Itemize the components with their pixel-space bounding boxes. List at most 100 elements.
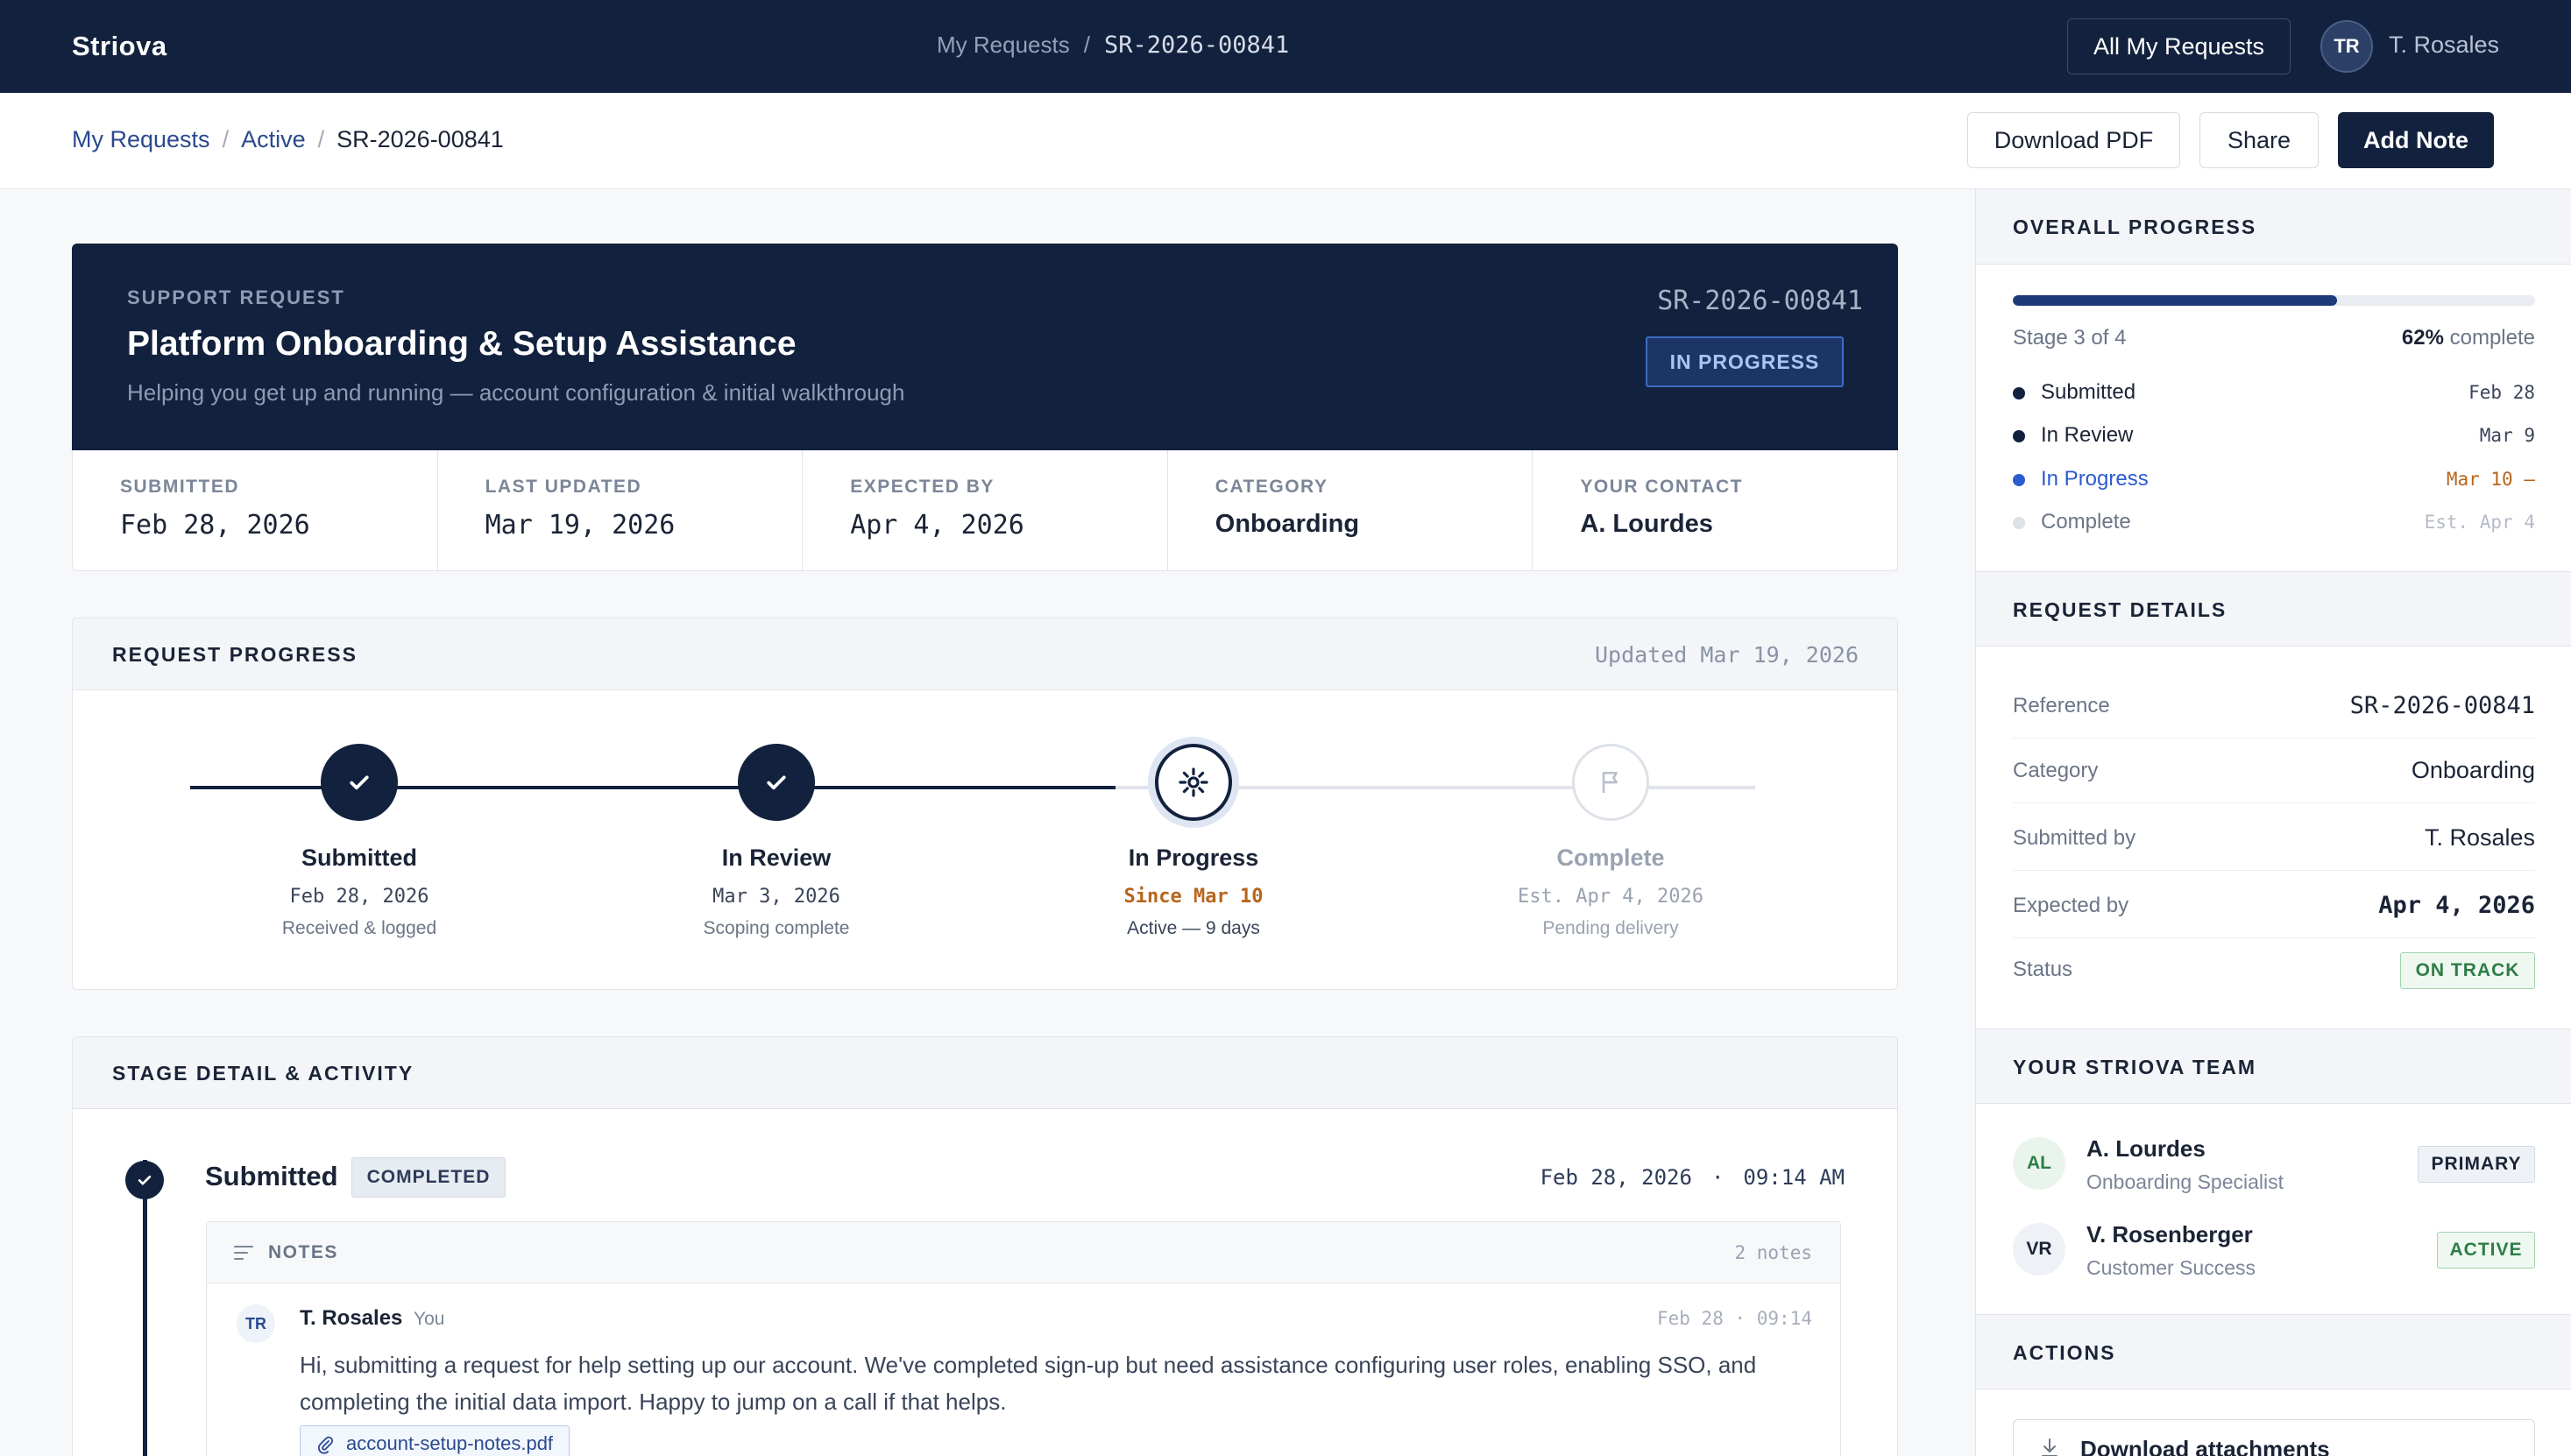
notes-panel: NOTES 2 notes TR T. Rosales You Feb 28 ·… xyxy=(206,1221,1841,1456)
check-icon xyxy=(138,1175,152,1185)
activity-timestamp: Feb 28, 2026 · 09:14 AM xyxy=(1540,1165,1845,1190)
overall-stage-submitted: Submitted Feb 28 xyxy=(2013,380,2535,410)
detail-key: Expected by xyxy=(2013,894,2129,917)
stage-date: Mar 3, 2026 xyxy=(712,886,840,908)
section-header: OVERALL PROGRESS xyxy=(1976,189,2571,265)
request-subtitle: Helping you get up and running — account… xyxy=(127,379,905,406)
user-name[interactable]: T. Rosales xyxy=(2389,32,2500,58)
fact-label: LAST UPDATED xyxy=(485,477,642,497)
request-facts: SUBMITTED Feb 28, 2026 LAST UPDATED Mar … xyxy=(72,450,1898,571)
member-avatar: VR xyxy=(2013,1223,2065,1276)
download-pdf-button[interactable]: Download PDF xyxy=(1967,112,2180,168)
sub-header: My Requests / Active / SR-2026-00841 Downloa… xyxy=(0,93,2571,189)
member-name: A. Lourdes xyxy=(2086,1135,2206,1162)
stage-date: Feb 28, 2026 xyxy=(289,886,429,908)
top-breadcrumb-root[interactable]: My Requests xyxy=(937,32,1070,58)
add-note-button[interactable]: Add Note xyxy=(2338,112,2494,168)
breadcrumb-separator: / xyxy=(1083,32,1090,58)
detail-key: Reference xyxy=(2013,694,2110,717)
attachment-chip[interactable]: account-setup-notes.pdf xyxy=(300,1425,570,1456)
note-avatar: TR xyxy=(237,1304,275,1343)
overall-progress-fill xyxy=(2013,295,2337,306)
stage-name: Complete xyxy=(2041,510,2131,534)
detail-row-status: Status ON TRACK xyxy=(2013,937,2535,1002)
team-member-success[interactable]: VR V. Rosenberger Customer Success ACTIV… xyxy=(2013,1221,2535,1291)
detail-key: Category xyxy=(2013,759,2099,782)
stage-dot xyxy=(2013,387,2025,399)
activity-stage-title: Submitted xyxy=(205,1161,338,1191)
brand-logo[interactable]: Striova xyxy=(72,31,167,61)
detail-key: Submitted by xyxy=(2013,826,2136,850)
flag-icon xyxy=(1602,772,1618,793)
note-timestamp: Feb 28 · 09:14 xyxy=(1656,1308,1812,1329)
team-member-primary[interactable]: AL A. Lourdes Onboarding Specialist PRIM… xyxy=(2013,1135,2535,1205)
stage-count-text: Stage 3 of 4 xyxy=(2013,326,2127,350)
note-body: Hi, submitting a request for help settin… xyxy=(300,1346,1756,1420)
user-avatar[interactable]: TR xyxy=(2320,20,2373,73)
breadcrumb-current: SR-2026-00841 xyxy=(336,126,504,152)
stage-submitted: Submitted Feb 28, 2026 Received & logged xyxy=(202,845,517,939)
section-header: ACTIONS xyxy=(1976,1314,2571,1389)
download-attachments-button[interactable]: Download attachments xyxy=(2013,1419,2535,1456)
completed-badge: COMPLETED xyxy=(351,1157,506,1198)
active-badge: ACTIVE xyxy=(2437,1232,2535,1269)
stage-name: In Progress xyxy=(2041,467,2149,491)
notes-header: NOTES 2 notes xyxy=(207,1222,1840,1283)
hero-eyebrow: SUPPORT REQUEST xyxy=(127,286,345,308)
sidebar: OVERALL PROGRESS Stage 3 of 4 62% comple… xyxy=(1975,189,2571,1456)
share-button[interactable]: Share xyxy=(2199,112,2319,168)
download-attachments-label: Download attachments xyxy=(2080,1436,2330,1456)
stage-subtext: Scoping complete xyxy=(703,918,850,938)
section-title: ACTIONS xyxy=(2013,1341,2116,1364)
detail-value: T. Rosales xyxy=(2424,824,2535,851)
all-requests-button[interactable]: All My Requests xyxy=(2067,18,2291,74)
member-role: Customer Success xyxy=(2086,1256,2256,1279)
detail-row-category: Category Onboarding xyxy=(2013,738,2535,803)
list-icon xyxy=(234,1246,253,1260)
progress-summary: Stage 3 of 4 62% complete xyxy=(2013,326,2535,352)
status-badge: IN PROGRESS xyxy=(1646,336,1844,387)
stage-dot xyxy=(2013,517,2025,529)
stage-date: Est. Apr 4, 2026 xyxy=(1518,886,1703,908)
fact-last-updated: LAST UPDATED Mar 19, 2026 xyxy=(438,450,804,570)
timestamp-separator: · xyxy=(1710,1165,1725,1190)
stage-node-complete xyxy=(1572,744,1649,821)
detail-row-expected-by: Expected by Apr 4, 2026 xyxy=(2013,873,2535,938)
card-header: STAGE DETAIL & ACTIVITY xyxy=(73,1037,1897,1109)
fact-label: CATEGORY xyxy=(1215,477,1328,497)
primary-badge: PRIMARY xyxy=(2418,1146,2535,1183)
breadcrumb-my-requests[interactable]: My Requests xyxy=(72,126,210,152)
stage-dot xyxy=(2013,430,2025,442)
stage-complete: Complete Est. Apr 4, 2026 Pending delive… xyxy=(1453,845,1768,939)
fact-expected-by: EXPECTED BY Apr 4, 2026 xyxy=(803,450,1168,570)
detail-value: Apr 4, 2026 xyxy=(2378,892,2535,919)
fact-value: Apr 4, 2026 xyxy=(850,510,1024,541)
request-progress-card: REQUEST PROGRESS Updated Mar 19, 2026 Su… xyxy=(72,618,1898,990)
fact-value: A. Lourdes xyxy=(1580,510,1713,538)
stage-node-in-review xyxy=(738,744,815,821)
stage-subtext: Received & logged xyxy=(281,918,437,938)
fact-category: CATEGORY Onboarding xyxy=(1168,450,1533,570)
member-name: V. Rosenberger xyxy=(2086,1221,2253,1247)
fact-value: Mar 19, 2026 xyxy=(485,510,676,541)
percent-complete: 62% complete xyxy=(2402,326,2535,350)
fact-value: Feb 28, 2026 xyxy=(120,510,310,541)
detail-row-reference: Reference SR-2026-00841 xyxy=(2013,673,2535,739)
top-bar: Striova My Requests / SR-2026-00841 All My… xyxy=(0,0,2571,93)
stage-dot xyxy=(2013,474,2025,486)
card-title: STAGE DETAIL & ACTIVITY xyxy=(112,1062,414,1085)
request-reference: SR-2026-00841 xyxy=(1657,286,1863,316)
request-hero: SUPPORT REQUEST Platform Onboarding & Se… xyxy=(72,244,1898,450)
detail-key: Status xyxy=(2013,958,2073,981)
fact-label: SUBMITTED xyxy=(120,477,239,497)
note-text-line: Hi, submitting a request for help settin… xyxy=(300,1352,1757,1378)
progress-track-complete xyxy=(190,786,1116,789)
breadcrumb-active[interactable]: Active xyxy=(241,126,306,152)
check-icon xyxy=(767,775,786,790)
stage-name: In Progress xyxy=(1128,845,1259,871)
activity-time: 09:14 AM xyxy=(1743,1165,1845,1190)
stage-node-in-progress xyxy=(1155,744,1232,821)
fact-label: EXPECTED BY xyxy=(850,477,995,497)
fact-contact: YOUR CONTACT A. Lourdes xyxy=(1533,450,1897,570)
progress-track-pending xyxy=(1116,786,1755,789)
